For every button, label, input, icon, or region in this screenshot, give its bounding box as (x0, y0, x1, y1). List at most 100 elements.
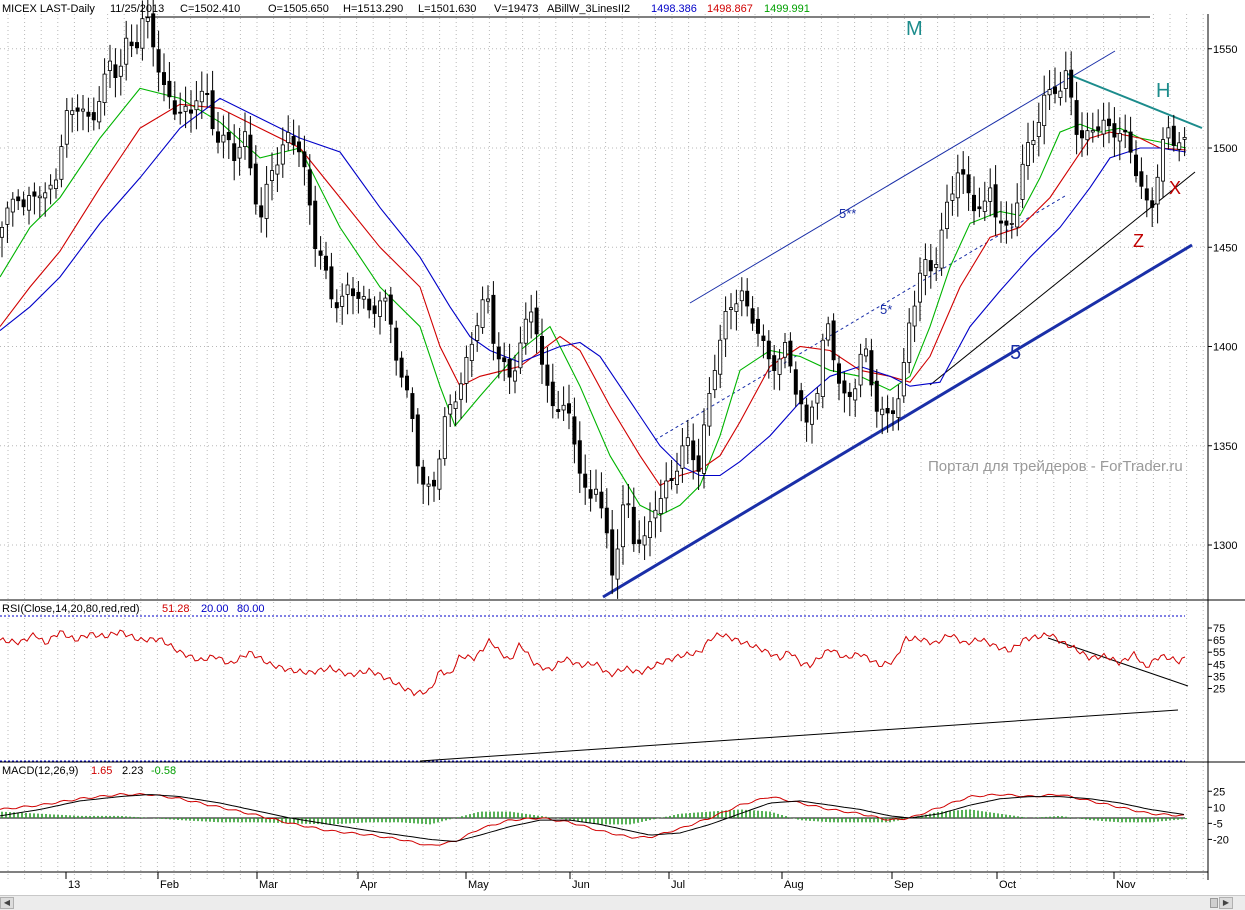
rsi-support-line (419, 709, 1179, 762)
rsi-level-high: 80.00 (237, 603, 265, 615)
price-bar-body (172, 100, 177, 115)
scroll-right-icon[interactable]: ▶ (1219, 897, 1233, 909)
price-bar-body (59, 146, 64, 180)
annotation-z: Z (1133, 231, 1144, 251)
price-axis-tick-label: 1550 (1213, 44, 1237, 56)
price-bar-body (1155, 176, 1160, 205)
price-bar-body (793, 369, 798, 395)
price-bar-body (410, 393, 415, 420)
scrollbar-thumb[interactable] (1210, 898, 1218, 908)
price-bar-body (696, 455, 701, 472)
price-bar-body (86, 111, 91, 117)
price-bar-body (939, 229, 944, 269)
price-bar-body (361, 296, 366, 300)
price-bar-body (129, 41, 134, 47)
trend-lines (145, 16, 1203, 762)
price-bar-body (1058, 90, 1063, 98)
price-bar-body (621, 504, 626, 548)
price-bar-body (340, 295, 345, 307)
channel-mid-line (654, 195, 1066, 441)
price-bar-body (1171, 125, 1176, 146)
price-bar-body (108, 60, 113, 71)
watermark: Портал для трейдеров - ForTrader.ru (928, 458, 1183, 475)
price-bar-body (815, 393, 820, 404)
price-bar-body (151, 13, 156, 48)
rsi-axis-tick-label: 25 (1213, 684, 1225, 696)
price-bar-body (421, 466, 426, 485)
price-bar-body (194, 100, 199, 111)
price-axis-tick-label: 1400 (1213, 342, 1237, 354)
price-bar-body (691, 440, 696, 461)
price-bar-body (356, 291, 361, 299)
macd-axis-tick-label: 10 (1213, 802, 1225, 814)
price-bar-body (16, 196, 21, 202)
rsi-panel (0, 629, 1186, 697)
macd-signal-line (0, 794, 1185, 842)
price-bar-body (540, 335, 545, 365)
price-bar-body (901, 362, 906, 397)
grid-lines (0, 14, 1208, 880)
price-bar-body (134, 42, 139, 49)
price-bar-body (161, 72, 166, 86)
price-bar-body (858, 353, 863, 386)
price-bar-body (0, 226, 4, 238)
price-bar-body (372, 305, 377, 314)
price-bar-body (43, 192, 48, 199)
price-axis-tick-label: 1500 (1213, 143, 1237, 155)
price-bar-body (280, 144, 285, 165)
price-bar-body (302, 151, 307, 168)
price-bar-body (1096, 126, 1101, 131)
price-bar-body (264, 183, 269, 219)
rsi-axis-tick-label: 65 (1213, 635, 1225, 647)
ma-line-green (0, 87, 1187, 516)
price-bar-body (367, 298, 372, 311)
price-bar-body (545, 364, 550, 386)
rsi-value: 51.28 (162, 603, 190, 615)
scroll-left-icon[interactable]: ◀ (0, 897, 14, 909)
channel-lower-line (602, 243, 1193, 599)
price-bar-body (923, 259, 928, 276)
price-bar-body (556, 409, 561, 412)
price-bar-body (205, 93, 210, 96)
price-bar-body (102, 73, 107, 103)
price-bar-body (723, 310, 728, 340)
price-bar-body (642, 535, 647, 546)
price-bar-body (113, 64, 118, 79)
price-bar-body (469, 343, 474, 361)
price-bar-body (48, 184, 53, 190)
price-bar-body (993, 184, 998, 218)
month-axis-label: Oct (999, 879, 1016, 891)
price-bar-body (804, 404, 809, 423)
price-bar-body (91, 112, 96, 121)
horizontal-scrollbar[interactable]: ◀ ▶ (0, 895, 1245, 910)
price-bar-body (70, 110, 75, 115)
price-bar-body (1036, 122, 1041, 138)
price-bar-body (199, 90, 204, 103)
month-axis-label: Mar (259, 879, 278, 891)
price-bar-body (1026, 142, 1031, 167)
price-bar-body (577, 440, 582, 474)
price-bar-body (37, 195, 42, 199)
annotation-wave-5: 5 (1010, 342, 1021, 364)
price-axis-tick-label: 1450 (1213, 242, 1237, 254)
header-volume: V=19473 (494, 3, 538, 15)
price-bar-body (318, 250, 323, 256)
price-bar-body (1117, 132, 1122, 142)
price-bar-body (831, 320, 836, 361)
price-bar-body (912, 305, 917, 327)
price-bar-body (588, 489, 593, 499)
price-bar-body (259, 205, 264, 218)
price-bar-body (961, 169, 966, 175)
price-bar-body (377, 300, 382, 317)
price-bar-body (442, 416, 447, 459)
price-bar-body (1123, 129, 1128, 133)
price-bar-body (810, 406, 815, 425)
price-bar-body (426, 483, 431, 487)
price-bars (0, 0, 1187, 599)
month-axis-label: 13 (68, 879, 80, 891)
price-bar-body (977, 206, 982, 210)
price-bar-body (275, 164, 280, 175)
header-indicator: ABillW_3LinesII2 (547, 3, 630, 15)
price-bar-body (1020, 163, 1025, 200)
price-bar-body (918, 272, 923, 303)
